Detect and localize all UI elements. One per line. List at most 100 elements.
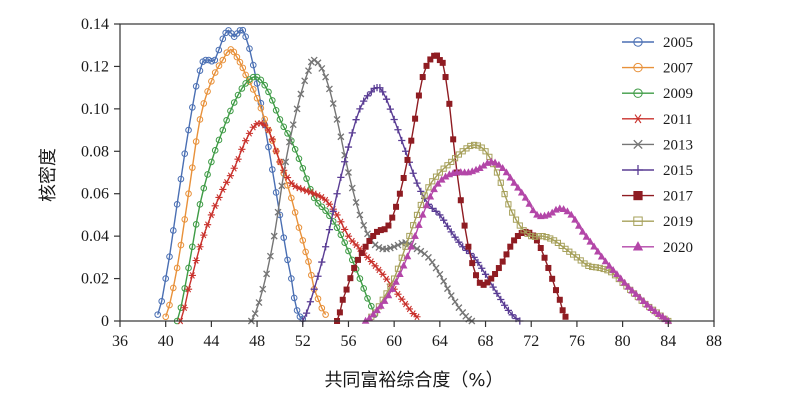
data-point-marker <box>474 258 482 267</box>
data-point-marker <box>447 228 455 236</box>
data-point-marker <box>375 266 383 274</box>
data-point-marker <box>545 264 552 271</box>
data-point-marker <box>429 178 436 185</box>
data-point-marker <box>597 252 606 260</box>
series-2020 <box>361 157 673 324</box>
data-point-marker <box>293 307 301 314</box>
data-point-marker <box>514 183 522 191</box>
legend-label: 2020 <box>663 240 693 256</box>
data-point-marker <box>459 243 467 251</box>
data-point-marker <box>469 260 476 267</box>
data-point-marker <box>242 71 249 79</box>
y-tick-label: 0.10 <box>81 101 109 118</box>
data-point-marker <box>363 254 372 261</box>
legend-item-2015: 2015 <box>622 163 693 179</box>
legend-label: 2013 <box>663 137 693 153</box>
data-point-marker <box>417 187 425 195</box>
data-point-marker <box>478 144 485 151</box>
data-point-marker <box>223 116 230 124</box>
data-point-marker <box>394 290 402 298</box>
legend: 2005 2007 2009 2011 2013 2015 2017 2019 2020 <box>622 35 694 256</box>
data-point-marker <box>600 265 607 273</box>
data-point-marker <box>196 67 204 74</box>
data-point-marker <box>189 104 196 111</box>
data-point-marker <box>251 310 259 317</box>
data-point-marker <box>356 211 364 219</box>
data-point-marker <box>329 207 337 215</box>
data-point-marker <box>297 90 305 98</box>
data-point-marker <box>486 153 493 160</box>
data-point-marker <box>547 235 554 242</box>
data-point-marker <box>230 48 238 56</box>
data-point-marker <box>192 221 200 228</box>
data-point-marker <box>506 173 515 181</box>
data-point-marker <box>493 289 501 298</box>
data-point-marker <box>415 92 422 99</box>
data-point-marker <box>276 158 284 166</box>
data-point-marker <box>370 232 377 239</box>
data-point-marker <box>582 232 591 240</box>
data-point-marker <box>443 222 452 230</box>
data-point-marker <box>633 190 643 201</box>
data-point-marker <box>447 292 455 300</box>
data-point-marker <box>633 62 643 73</box>
data-point-marker <box>337 173 345 181</box>
data-point-marker <box>189 243 196 251</box>
data-point-marker <box>455 151 462 158</box>
legend-item-2007: 2007 <box>622 61 694 77</box>
legend-label: 2005 <box>663 35 693 51</box>
data-point-marker <box>409 310 417 317</box>
data-point-marker <box>362 243 369 250</box>
data-point-marker <box>341 226 349 233</box>
data-point-marker <box>322 73 330 81</box>
data-point-marker <box>385 222 392 229</box>
data-point-marker <box>295 155 303 162</box>
data-point-marker <box>399 261 408 269</box>
data-point-marker <box>185 264 192 272</box>
data-point-marker <box>440 165 447 172</box>
data-point-marker <box>185 126 192 134</box>
data-point-marker <box>465 243 472 250</box>
data-point-marker <box>388 284 397 292</box>
data-point-marker <box>417 201 424 209</box>
x-tick-label: 36 <box>112 333 128 350</box>
series-2011 <box>176 119 421 325</box>
data-point-marker <box>192 138 200 145</box>
data-point-marker <box>432 207 440 215</box>
data-point-marker <box>407 242 416 250</box>
data-point-marker <box>208 77 215 85</box>
data-point-marker <box>166 301 173 309</box>
data-point-marker <box>512 216 520 223</box>
data-point-marker <box>504 306 512 314</box>
data-point-marker <box>264 126 273 134</box>
data-point-marker <box>208 158 215 166</box>
data-point-marker <box>563 207 572 215</box>
data-point-marker <box>422 201 431 209</box>
data-point-marker <box>632 114 644 124</box>
data-point-marker <box>436 270 444 278</box>
data-point-marker <box>439 59 446 66</box>
data-point-marker <box>384 291 393 299</box>
data-point-marker <box>219 56 227 64</box>
data-point-marker <box>211 69 219 76</box>
x-tick-label: 64 <box>432 333 448 350</box>
data-point-marker <box>196 243 204 251</box>
data-point-marker <box>239 26 247 34</box>
data-point-marker <box>238 85 246 92</box>
legend-label: 2011 <box>663 112 692 128</box>
data-point-marker <box>533 237 540 244</box>
data-point-marker <box>354 256 361 263</box>
legend-label: 2007 <box>663 61 694 77</box>
data-point-marker <box>261 115 268 123</box>
x-tick-label: 52 <box>295 333 311 350</box>
x-tick-label: 48 <box>249 333 265 350</box>
data-point-marker <box>283 174 292 181</box>
data-point-marker <box>207 211 215 219</box>
data-point-marker <box>633 37 643 47</box>
data-point-marker <box>230 164 238 172</box>
data-point-marker <box>609 265 617 273</box>
data-point-marker <box>442 74 449 81</box>
data-point-marker <box>398 254 405 261</box>
data-point-marker <box>552 287 559 294</box>
